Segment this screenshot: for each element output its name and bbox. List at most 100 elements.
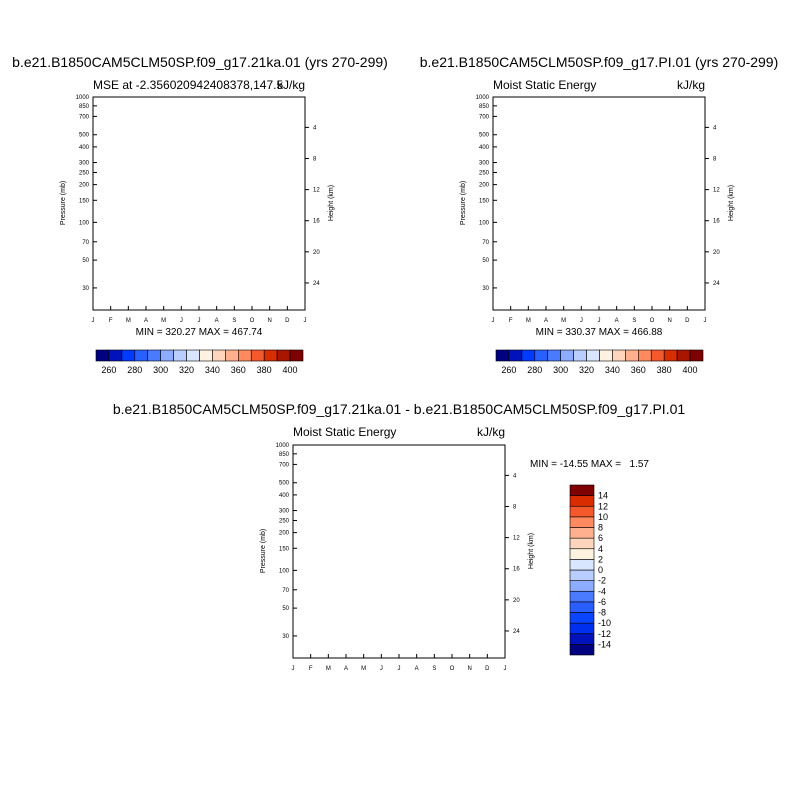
y-right-tick-label: 24 (513, 629, 520, 635)
colorbar-swatch (95, 349, 110, 362)
colorbar-swatch (569, 633, 595, 645)
colorbar-label: 12 (598, 501, 608, 511)
colorbar-swatch (638, 349, 652, 362)
colorbar-label: 280 (127, 365, 142, 375)
y-tick-label: 70 (282, 588, 289, 594)
x-tick-label: D (685, 318, 690, 324)
colorbar-swatch (263, 349, 278, 362)
y-tick-label: 1000 (276, 443, 290, 449)
x-tick-label: M (126, 318, 131, 324)
colorbar-label: 400 (683, 365, 698, 375)
stats-label: MIN = 320.27 MAX = 467.74 (136, 327, 263, 338)
x-tick-label: A (615, 318, 619, 324)
colorbar-label: 8 (598, 523, 603, 533)
colorbar-label: 0 (598, 565, 603, 575)
y-right-tick-label: 24 (313, 281, 320, 287)
colorbar-swatch (569, 516, 595, 528)
y-tick-label: 1000 (76, 95, 90, 101)
x-tick-label: N (467, 666, 471, 672)
x-tick-label: M (326, 666, 331, 672)
x-tick-label: N (667, 318, 671, 324)
y-tick-label: 300 (479, 161, 490, 167)
colorbar-swatch (160, 349, 174, 362)
y-right-tick-label: 16 (513, 567, 520, 573)
y-tick-label: 250 (279, 518, 290, 524)
x-tick-label: J (598, 318, 601, 324)
y-right-tick-label: 20 (313, 250, 320, 256)
colorbar-swatch (689, 349, 704, 362)
x-tick-label: M (361, 666, 366, 672)
y-tick-label: 500 (279, 481, 290, 487)
x-tick-label: F (509, 318, 513, 324)
colorbar-swatch (508, 349, 523, 362)
y-tick-label: 200 (79, 183, 90, 189)
x-tick-label: A (415, 666, 419, 672)
x-tick-label: O (450, 666, 455, 672)
y-tick-label: 250 (479, 170, 490, 176)
x-tick-label: A (144, 318, 148, 324)
colorbar-swatch (534, 349, 549, 362)
colorbar-swatch (569, 590, 595, 603)
x-tick-label: N (267, 318, 271, 324)
chart-title: b.e21.B1850CAM5CLM50SP.f09_g17.21ka.01 (… (12, 54, 388, 70)
chart-subtitle-right: kJ/kg (677, 78, 705, 92)
y-right-tick-label: 12 (713, 188, 720, 194)
y-tick-label: 400 (79, 145, 90, 151)
colorbar-swatch (289, 349, 304, 362)
colorbar-swatch (186, 349, 200, 362)
plot-area (493, 97, 705, 310)
y-tick-label: 850 (479, 104, 490, 110)
y-axis-label: Pressure (mb) (260, 529, 267, 573)
plot-background (493, 97, 705, 310)
colorbar-swatch (569, 505, 595, 518)
y-axis-right-label: Height (km) (328, 185, 335, 221)
plot-area (293, 445, 505, 658)
colorbar-swatch (569, 548, 595, 560)
y-tick-label: 300 (79, 161, 90, 167)
y-tick-label: 700 (79, 114, 90, 120)
colorbar-label: 260 (501, 365, 516, 375)
y-right-tick-label: 20 (713, 250, 720, 256)
x-tick-label: A (215, 318, 219, 324)
x-tick-label: S (232, 318, 236, 324)
colorbar-swatch (569, 569, 595, 581)
colorbar-swatch (250, 349, 265, 362)
x-tick-label: J (492, 318, 495, 324)
y-tick-label: 500 (79, 133, 90, 139)
y-right-tick-label: 4 (513, 473, 517, 479)
y-right-tick-label: 8 (313, 157, 317, 163)
colorbar-swatch (238, 349, 252, 362)
y-tick-label: 400 (279, 493, 290, 499)
y-tick-label: 1000 (476, 95, 490, 101)
colorbar-label: -12 (598, 629, 611, 639)
y-right-tick-label: 8 (513, 505, 517, 511)
x-tick-label: F (309, 666, 313, 672)
y-tick-label: 100 (479, 220, 490, 226)
colorbar-swatch (495, 349, 510, 362)
colorbar-swatch (599, 349, 613, 362)
x-tick-label: J (398, 666, 401, 672)
colorbar-swatch (569, 484, 595, 496)
colorbar-label: 2 (598, 554, 603, 564)
y-right-tick-label: 16 (313, 219, 320, 225)
colorbar: 260 280 300 320 340 360 380 400 (95, 349, 304, 375)
y-right-tick-label: 8 (713, 157, 717, 163)
colorbar-label: 300 (153, 365, 168, 375)
x-tick-label: O (250, 318, 255, 324)
colorbar-label: -10 (598, 618, 611, 628)
colorbar-label: 400 (283, 365, 298, 375)
plot-background (293, 445, 505, 658)
chart-subtitle-right: kJ/kg (277, 78, 305, 92)
y-axis-right-label: Height (km) (728, 185, 735, 221)
colorbar-swatch (212, 349, 226, 362)
plot-background (93, 97, 305, 310)
y-tick-label: 500 (479, 133, 490, 139)
y-tick-label: 200 (479, 183, 490, 189)
colorbar-swatch (276, 349, 291, 362)
x-tick-label: J (92, 318, 95, 324)
colorbar-label: 320 (579, 365, 594, 375)
colorbar-swatch (569, 495, 595, 507)
chart-title: b.e21.B1850CAM5CLM50SP.f09_g17.PI.01 (yr… (420, 54, 779, 70)
y-tick-label: 150 (79, 198, 90, 204)
